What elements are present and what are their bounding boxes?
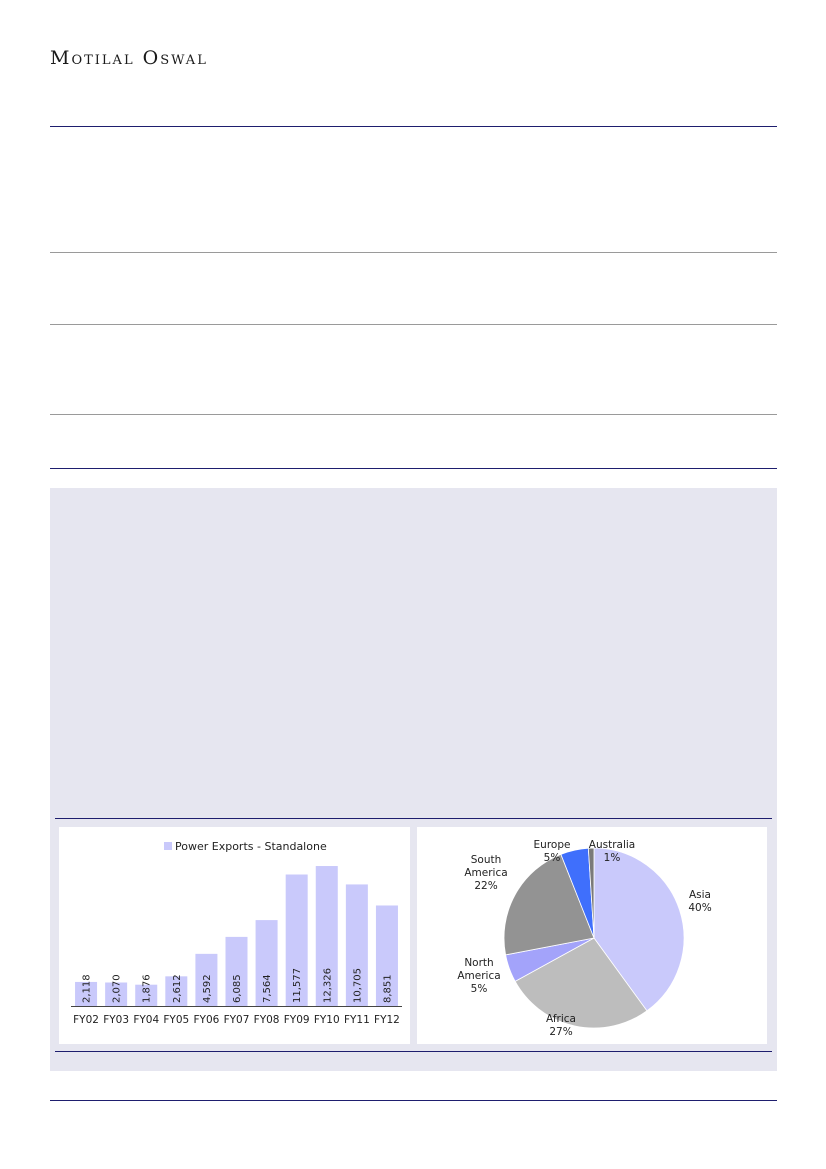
slice-label: Australia: [589, 839, 635, 851]
bar-value-label: 1,876: [142, 974, 153, 1003]
bar: [345, 884, 368, 1006]
bar-value-label: 6,085: [232, 974, 243, 1003]
slice-label: North: [464, 957, 493, 969]
legend-swatch: [164, 842, 172, 850]
slice-label: Asia: [689, 889, 711, 901]
bar-value-label: 2,070: [112, 974, 123, 1003]
pie-slice: [514, 937, 648, 1029]
section-divider: [50, 324, 777, 325]
pie-slice: [593, 847, 685, 1012]
section-divider: [50, 414, 777, 415]
bar-value-label: 7,564: [262, 974, 273, 1003]
bar: [75, 981, 98, 1006]
bar-value-label: 12,326: [322, 968, 333, 1003]
slice-percent: 22%: [474, 880, 497, 892]
section-rule: [50, 468, 777, 469]
bar: [195, 953, 218, 1006]
slice-percent: 40%: [688, 902, 711, 914]
export-region-pie-chart: Asia40%Africa27%NorthAmerica5%SouthAmeri…: [457, 839, 711, 1038]
slice-label: America: [457, 970, 500, 982]
bar-value-label: 2,612: [172, 974, 183, 1003]
slice-label: Europe: [534, 839, 571, 851]
slice-label: America: [464, 867, 507, 879]
footer-rule: [50, 1100, 777, 1101]
slice-percent: 27%: [549, 1026, 572, 1038]
header-rule: [50, 126, 777, 127]
exhibit-bottom-rule: [55, 1051, 772, 1052]
category-label: FY08: [254, 1014, 280, 1026]
bar: [285, 874, 308, 1006]
category-label: FY05: [163, 1014, 189, 1026]
slice-percent: 5%: [544, 852, 561, 864]
bar: [225, 936, 248, 1006]
category-label: FY10: [314, 1014, 340, 1026]
bar: [315, 866, 338, 1006]
bar-value-label: 2,118: [82, 974, 93, 1003]
category-label: FY11: [344, 1014, 370, 1026]
bar: [135, 984, 158, 1006]
bar: [255, 920, 278, 1006]
slice-label: South: [471, 854, 502, 866]
category-label: FY06: [193, 1014, 219, 1026]
bar-value-label: 11,577: [292, 968, 303, 1003]
power-exports-bar-chart: Power Exports - Standalone 2,118 FY02 2,070…: [71, 840, 402, 1026]
slice-percent: 5%: [471, 983, 488, 995]
bar-value-label: 4,592: [202, 974, 213, 1003]
slice-label: Africa: [546, 1013, 576, 1025]
category-label: FY12: [374, 1014, 400, 1026]
bar-value-label: 10,705: [352, 968, 363, 1003]
legend-label: Power Exports - Standalone: [175, 840, 327, 853]
slice-percent: 1%: [604, 852, 621, 864]
bar: [375, 905, 398, 1006]
bar: [105, 982, 128, 1006]
category-label: FY09: [284, 1014, 310, 1026]
category-label: FY03: [103, 1014, 129, 1026]
pie-slice: [503, 853, 595, 956]
bar: [165, 976, 188, 1006]
category-label: FY04: [133, 1014, 159, 1026]
pie-chart-box: Asia 40% Africa 27% North America 5% South Ameri…: [417, 827, 767, 1044]
bar-chart-box: Power Exports - Standalone 2,118 FY02 2,070…: [59, 827, 410, 1044]
brand-logo: Motilal Oswal: [50, 47, 208, 69]
category-label: FY02: [73, 1014, 99, 1026]
section-divider: [50, 252, 777, 253]
category-label: FY07: [224, 1014, 250, 1026]
pie-slice: [587, 847, 595, 939]
bar-value-label: 8,851: [382, 974, 393, 1003]
exhibit-top-rule: [55, 818, 772, 819]
